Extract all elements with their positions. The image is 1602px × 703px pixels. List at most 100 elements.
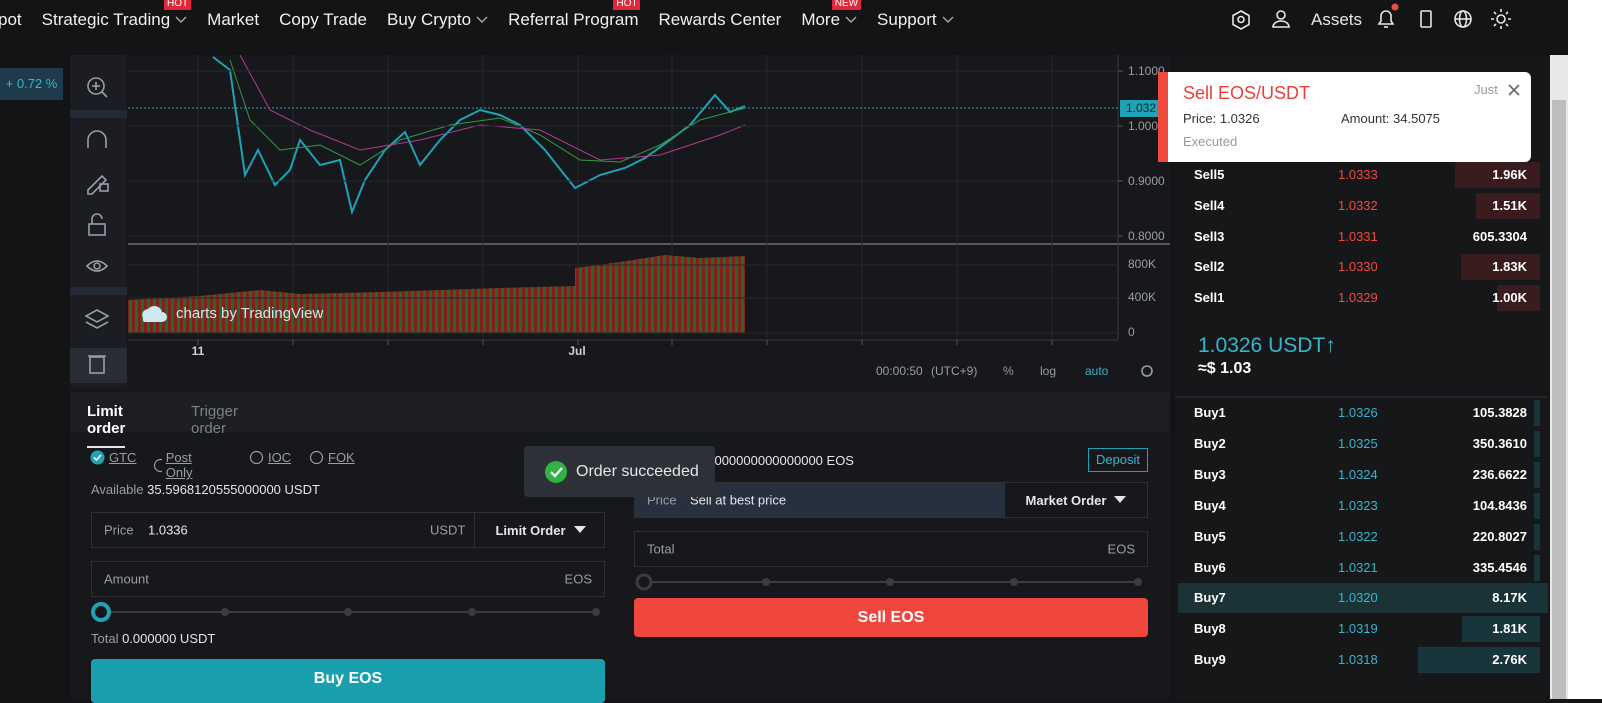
bid-row[interactable]: Buy6 1.0321 335.4546 xyxy=(1178,553,1548,583)
order-type-select[interactable]: Limit Order xyxy=(474,513,606,547)
sell-button[interactable]: Sell EOS xyxy=(634,598,1148,637)
order-type-select[interactable]: Market Order xyxy=(1005,483,1147,517)
sell-slider[interactable] xyxy=(634,571,1150,593)
bid-row[interactable]: Buy5 1.0322 220.8027 xyxy=(1178,522,1548,552)
ask-row[interactable]: Sell3 1.0331 605.3304 xyxy=(1178,222,1548,252)
row-amount: 1.51K xyxy=(1492,197,1527,213)
available-label: Available xyxy=(91,482,144,497)
row-amount: 2.76K xyxy=(1492,652,1527,668)
nav-item[interactable]: Buy Crypto xyxy=(387,10,488,30)
row-amount: 8.17K xyxy=(1492,590,1527,606)
toolbar-icons xyxy=(84,77,110,374)
buy-button[interactable]: Buy EOS xyxy=(91,659,605,703)
row-label: Sell3 xyxy=(1194,228,1225,244)
chevron xyxy=(476,16,488,23)
bid-row[interactable]: Buy8 1.0319 1.81K xyxy=(1178,614,1548,644)
ask-row[interactable]: Sell5 1.0333 1.96K xyxy=(1178,160,1548,190)
bid-row[interactable]: Buy9 1.0318 2.76K xyxy=(1178,645,1548,675)
row-amount: 220.8027 xyxy=(1472,528,1527,544)
order-type: Market Order xyxy=(1025,492,1107,508)
row-label: Buy5 xyxy=(1194,528,1226,544)
total-label: Total xyxy=(647,541,675,557)
order-tab[interactable]: Trigger order xyxy=(191,403,238,437)
depth-bar xyxy=(1462,616,1540,643)
row-amount: 1.96K xyxy=(1492,167,1527,182)
close-button[interactable] xyxy=(1508,84,1520,96)
row-price: 1.0332 xyxy=(1338,197,1378,213)
nav-item[interactable]: pot xyxy=(0,10,22,30)
depth-bar xyxy=(1534,492,1540,519)
row-price: 1.0319 xyxy=(1338,621,1378,637)
bid-row[interactable]: Buy7 1.0320 8.17K xyxy=(1178,583,1548,614)
bid-row[interactable]: Buy3 1.0324 236.6622 xyxy=(1178,460,1548,490)
nav-item[interactable]: Rewards Center xyxy=(658,10,781,30)
toolbar-sep xyxy=(70,348,127,383)
row-price: 1.0324 xyxy=(1338,466,1378,482)
price-line xyxy=(212,56,746,216)
ask-row[interactable]: Sell1 1.0329 1.00K xyxy=(1178,283,1548,313)
clock: 00:00:50 xyxy=(876,364,923,378)
nav-item[interactable]: Copy Trade xyxy=(279,10,367,30)
nav-item[interactable]: More NEW xyxy=(801,0,862,30)
tradingview-logo xyxy=(142,305,167,322)
deposit-button[interactable]: Deposit xyxy=(1088,448,1148,472)
ask-row[interactable]: Sell4 1.0332 1.51K xyxy=(1178,191,1548,221)
row-label: Sell5 xyxy=(1194,167,1225,182)
price-input[interactable]: Price 1.0336 USDT Limit Order xyxy=(91,512,605,548)
row-label: Buy2 xyxy=(1194,435,1226,451)
notification-time: Just xyxy=(1474,82,1498,97)
amount-input[interactable]: Amount EOS xyxy=(91,561,605,597)
row-amount: 105.3828 xyxy=(1472,405,1527,420)
volume-tick-label: 400K xyxy=(1128,290,1156,304)
row-price: 1.0331 xyxy=(1338,228,1378,244)
amount-unit: EOS xyxy=(564,571,592,587)
nav-label: Support xyxy=(877,10,937,29)
ask-row[interactable]: Sell2 1.0330 1.83K xyxy=(1178,252,1548,282)
row-amount: 1.00K xyxy=(1492,290,1527,306)
nav-bg xyxy=(0,0,1602,55)
depth-bar xyxy=(1534,430,1540,457)
depth-bar xyxy=(1476,192,1540,219)
nav-item[interactable]: Strategic Trading HOT xyxy=(42,0,192,30)
row-label: Buy9 xyxy=(1194,652,1226,668)
chart-option[interactable]: log xyxy=(1040,364,1056,378)
row-label: Sell1 xyxy=(1194,290,1225,306)
tif-option[interactable]: GTC xyxy=(90,450,136,465)
tif-option[interactable]: IOC xyxy=(249,450,291,465)
chevron xyxy=(175,16,187,23)
radio xyxy=(90,450,105,465)
toast: Order succeeded xyxy=(524,446,715,497)
buy-slider[interactable] xyxy=(88,600,608,624)
nav-label: Buy Crypto xyxy=(387,10,472,29)
row-amount: 335.4546 xyxy=(1472,559,1527,575)
depth-bar xyxy=(1461,254,1540,281)
depth-bar xyxy=(1534,461,1540,488)
ma-line xyxy=(239,54,746,161)
assets-link[interactable]: Assets xyxy=(1311,10,1363,29)
caret xyxy=(1114,496,1127,503)
bid-row[interactable]: Buy2 1.0325 350.3610 xyxy=(1178,429,1548,459)
tif-option[interactable]: FOK xyxy=(309,450,355,465)
order-tab[interactable]: Limit order xyxy=(87,403,126,448)
chevron xyxy=(845,16,857,23)
row-price: 1.0321 xyxy=(1338,559,1378,575)
sell-price-input[interactable]: Price Sell at best price Market Order xyxy=(634,482,1148,518)
nav-item[interactable]: Market xyxy=(207,10,259,30)
success-icon xyxy=(545,460,567,483)
nav-item[interactable]: Support xyxy=(877,10,954,30)
sell-total-input[interactable]: Total EOS xyxy=(634,531,1148,567)
timezone: (UTC+9) xyxy=(931,364,977,378)
nav-bar: pot Strategic Trading HOT Market Copy Trade B… xyxy=(0,0,954,40)
chart-option[interactable]: % xyxy=(1003,364,1014,378)
nav-item[interactable]: Referral Program HOT xyxy=(508,0,641,30)
bid-row[interactable]: Buy1 1.0326 105.3828 xyxy=(1178,398,1548,428)
bid-row[interactable]: Buy4 1.0323 104.8436 xyxy=(1178,491,1548,521)
chart-option[interactable]: auto xyxy=(1085,364,1109,378)
scrollbar-thumb xyxy=(1552,100,1566,699)
nav-badge: NEW xyxy=(831,0,862,10)
row-amount: 1.81K xyxy=(1492,621,1527,637)
tif-option[interactable]: Post Only xyxy=(153,450,199,480)
nav-badge: HOT xyxy=(613,0,641,10)
row-label: Buy7 xyxy=(1194,590,1226,606)
row-amount: 236.6622 xyxy=(1472,466,1527,482)
